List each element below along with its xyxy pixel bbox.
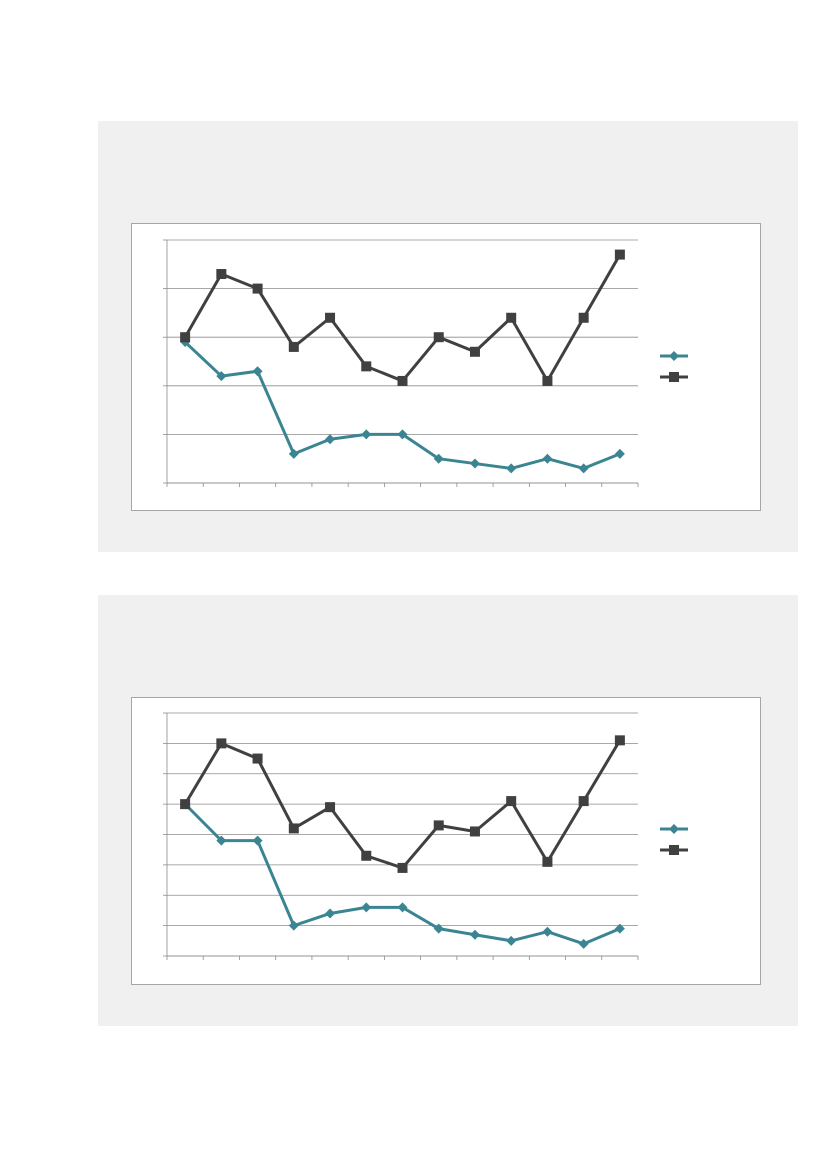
data-point bbox=[325, 908, 336, 919]
data-point bbox=[506, 796, 517, 807]
data-point bbox=[506, 312, 517, 323]
data-point bbox=[506, 463, 517, 474]
data-point bbox=[180, 799, 191, 810]
data-point bbox=[325, 434, 336, 445]
data-point bbox=[361, 429, 372, 440]
data-point bbox=[469, 346, 480, 357]
data-point bbox=[397, 375, 408, 386]
chart-frame bbox=[131, 223, 761, 511]
data-point bbox=[288, 341, 299, 352]
data-point bbox=[578, 312, 589, 323]
data-point bbox=[216, 269, 227, 280]
data-point bbox=[361, 850, 372, 861]
data-point bbox=[397, 862, 408, 873]
data-point bbox=[433, 453, 444, 464]
data-point bbox=[252, 835, 263, 846]
data-point bbox=[216, 738, 227, 749]
data-point bbox=[542, 926, 553, 937]
data-point bbox=[542, 856, 553, 867]
data-point bbox=[469, 929, 480, 940]
legend-marker bbox=[669, 372, 679, 382]
data-point bbox=[252, 753, 263, 764]
data-point bbox=[433, 923, 444, 934]
data-point bbox=[614, 735, 625, 746]
data-point bbox=[288, 920, 299, 931]
data-point bbox=[542, 453, 553, 464]
data-point bbox=[542, 375, 553, 386]
data-point bbox=[469, 826, 480, 837]
data-point bbox=[288, 823, 299, 834]
data-point bbox=[216, 835, 227, 846]
data-point bbox=[614, 448, 625, 459]
data-point bbox=[578, 938, 589, 949]
data-point bbox=[433, 820, 444, 831]
legend-marker bbox=[669, 845, 679, 855]
legend-marker bbox=[669, 824, 679, 834]
data-point bbox=[325, 802, 336, 813]
data-point bbox=[288, 448, 299, 459]
data-point bbox=[216, 371, 227, 382]
data-point bbox=[433, 332, 444, 343]
data-point bbox=[180, 332, 191, 343]
data-point bbox=[506, 935, 517, 946]
data-point bbox=[397, 429, 408, 440]
data-point bbox=[614, 923, 625, 934]
data-point bbox=[361, 361, 372, 372]
data-point bbox=[578, 796, 589, 807]
data-point bbox=[325, 312, 336, 323]
legend-marker bbox=[669, 351, 679, 361]
data-point bbox=[252, 366, 263, 377]
data-point bbox=[578, 463, 589, 474]
data-point bbox=[361, 902, 372, 913]
data-point bbox=[252, 283, 263, 294]
data-point bbox=[469, 458, 480, 469]
data-point bbox=[397, 902, 408, 913]
data-point bbox=[614, 249, 625, 260]
